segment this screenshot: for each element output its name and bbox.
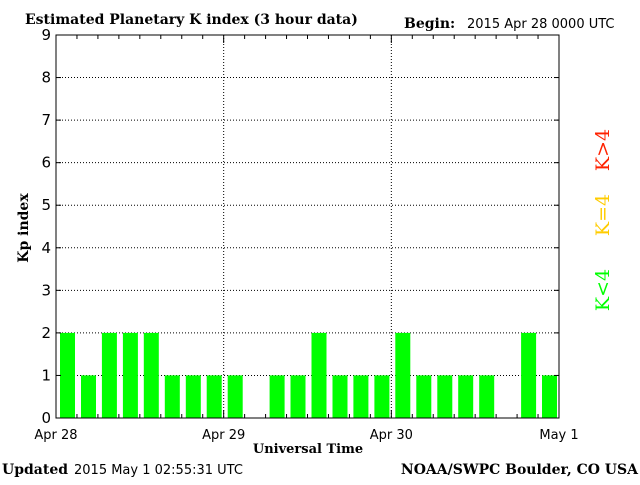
legend-mid: K=4: [592, 194, 614, 236]
kp-bar: [81, 375, 96, 418]
kp-bar: [353, 375, 369, 418]
kp-bar: [101, 332, 117, 418]
chart-title: Estimated Planetary K index (3 hour data…: [25, 12, 358, 28]
x-tick-label: Apr 29: [202, 428, 245, 443]
y-tick-label: 7: [41, 111, 51, 129]
kp-bar: [311, 332, 327, 418]
source-credit: NOAA/SWPC Boulder, CO USA: [401, 462, 639, 478]
x-tick-labels: Apr 28 Apr 29 Apr 30 May 1: [34, 428, 578, 443]
kp-bar: [227, 375, 243, 418]
x-axis-label: Universal Time: [253, 442, 363, 457]
kp-bar: [332, 375, 348, 418]
grid-lines: [56, 34, 559, 418]
legend-low: K<4: [592, 269, 614, 311]
x-tick-label: Apr 30: [370, 428, 413, 443]
kp-bar: [542, 375, 557, 418]
y-tick-label: 0: [41, 409, 51, 427]
kp-bar: [185, 375, 201, 418]
kp-bar: [122, 332, 138, 418]
kp-bar: [521, 332, 537, 418]
y-tick-label: 1: [41, 366, 51, 384]
kp-bar: [374, 375, 390, 418]
kp-bar: [143, 332, 159, 418]
kp-bar: [60, 332, 75, 418]
x-tick-label: May 1: [539, 428, 578, 443]
kp-bar: [164, 375, 180, 418]
legend-high: K>4: [592, 129, 614, 171]
updated-value: 2015 May 1 02:55:31 UTC: [74, 463, 243, 478]
kp-bar: [269, 375, 285, 418]
begin-value: 2015 Apr 28 0000 UTC: [467, 17, 615, 32]
y-tick-label: 4: [41, 239, 51, 257]
y-tick-labels: 0 1 2 3 4 5 6 7 8 9: [41, 26, 51, 427]
y-tick-label: 6: [41, 154, 51, 172]
kp-bar: [395, 332, 411, 418]
kp-bar: [290, 375, 306, 418]
y-tick-label: 3: [41, 281, 51, 299]
y-tick-label: 9: [41, 26, 51, 44]
kp-bar: [416, 375, 432, 418]
kp-bar: [206, 375, 222, 418]
y-tick-label: 5: [41, 196, 51, 214]
updated-label: Updated: [2, 462, 68, 478]
y-tick-label: 2: [41, 324, 51, 342]
begin-label: Begin:: [404, 16, 455, 32]
axes: [55, 34, 560, 419]
kp-bar: [458, 375, 474, 418]
kp-bar: [479, 375, 495, 418]
bar-series: [60, 332, 557, 418]
y-tick-label: 8: [41, 69, 51, 87]
y-axis-label: Kp index: [16, 193, 32, 263]
x-tick-label: Apr 28: [34, 428, 77, 443]
kp-bar: [437, 375, 453, 418]
